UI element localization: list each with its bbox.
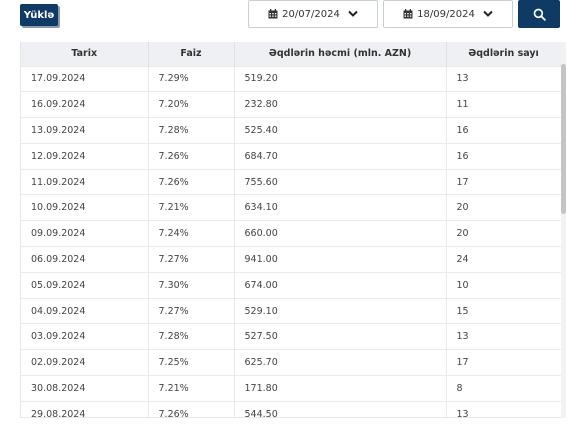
column-header-date: Tarix	[21, 42, 149, 66]
cell-volume: 232.80	[234, 91, 447, 118]
cell-date: 05.09.2024	[21, 271, 149, 299]
download-button[interactable]: Yüklə	[20, 4, 58, 26]
table-row: 29.08.2024 7.26% 544.50 13	[21, 400, 562, 417]
cell-date: 03.09.2024	[21, 323, 149, 350]
calendar-icon	[403, 9, 413, 19]
cell-date: 16.09.2024	[21, 91, 149, 118]
cell-date: 06.09.2024	[21, 246, 149, 273]
cell-count: 11	[446, 91, 562, 118]
cell-count: 16	[446, 142, 562, 170]
cell-rate: 7.26%	[148, 168, 235, 195]
column-header-count: Əqdlərin sayı	[446, 42, 562, 66]
cell-date: 11.09.2024	[21, 168, 149, 195]
date-from-picker[interactable]: 20/07/2024	[248, 0, 378, 28]
date-to-value: 18/09/2024	[417, 8, 475, 20]
column-header-volume: Əqdlərin həcmi (mln. AZN)	[234, 42, 447, 66]
table-row: 02.09.2024 7.25% 625.70 17	[21, 349, 562, 376]
table-row: 10.09.2024 7.21% 634.10 20	[21, 194, 562, 221]
cell-rate: 7.29%	[148, 65, 235, 92]
table-row: 30.08.2024 7.21% 171.80 8	[21, 375, 562, 402]
cell-volume: 171.80	[234, 375, 447, 402]
table-row: 11.09.2024 7.26% 755.60 17	[21, 168, 562, 195]
table-body: 17.09.2024 7.29% 519.20 13 16.09.2024 7.20% 23…	[21, 65, 562, 417]
cell-count: 8	[446, 375, 562, 402]
table-scrollbar[interactable]	[561, 42, 566, 418]
cell-volume: 519.20	[234, 65, 447, 92]
cell-rate: 7.28%	[148, 117, 235, 144]
table-row: 05.09.2024 7.30% 674.00 10	[21, 271, 562, 299]
cell-volume: 634.10	[234, 194, 447, 221]
cell-count: 13	[446, 323, 562, 350]
cell-date: 12.09.2024	[21, 142, 149, 170]
cell-rate: 7.27%	[148, 297, 235, 324]
table-row: 17.09.2024 7.29% 519.20 13	[21, 65, 562, 92]
date-to-picker[interactable]: 18/09/2024	[383, 0, 513, 28]
cell-date: 09.09.2024	[21, 220, 149, 247]
scrollbar-thumb[interactable]	[561, 64, 566, 214]
cell-volume: 755.60	[234, 168, 447, 195]
calendar-icon	[268, 9, 278, 19]
cell-volume: 625.70	[234, 349, 447, 376]
rates-table-container: Tarix Faiz Əqdlərin həcmi (mln. AZN) Əqd…	[20, 42, 565, 418]
cell-volume: 941.00	[234, 246, 447, 273]
cell-date: 02.09.2024	[21, 349, 149, 376]
column-header-rate: Faiz	[148, 42, 235, 66]
cell-rate: 7.25%	[148, 349, 235, 376]
cell-rate: 7.21%	[148, 194, 235, 221]
cell-date: 13.09.2024	[21, 117, 149, 144]
search-icon	[533, 8, 546, 21]
cell-count: 24	[446, 246, 562, 273]
cell-rate: 7.30%	[148, 271, 235, 299]
cell-count: 10	[446, 271, 562, 299]
table-header-row: Tarix Faiz Əqdlərin həcmi (mln. AZN) Əqd…	[21, 42, 562, 66]
cell-date: 30.08.2024	[21, 375, 149, 402]
table-row: 09.09.2024 7.24% 660.00 20	[21, 220, 562, 247]
date-from-value: 20/07/2024	[282, 8, 340, 20]
cell-date: 04.09.2024	[21, 297, 149, 324]
cell-date: 10.09.2024	[21, 194, 149, 221]
cell-count: 15	[446, 297, 562, 324]
cell-volume: 660.00	[234, 220, 447, 247]
cell-rate: 7.24%	[148, 220, 235, 247]
cell-count: 20	[446, 220, 562, 247]
cell-rate: 7.20%	[148, 91, 235, 118]
cell-rate: 7.26%	[148, 400, 235, 417]
cell-rate: 7.27%	[148, 246, 235, 273]
table-row: 13.09.2024 7.28% 525.40 16	[21, 117, 562, 144]
cell-date: 17.09.2024	[21, 65, 149, 92]
cell-volume: 527.50	[234, 323, 447, 350]
cell-count: 17	[446, 168, 562, 195]
cell-date: 29.08.2024	[21, 400, 149, 417]
table-row: 12.09.2024 7.26% 684.70 16	[21, 142, 562, 170]
cell-count: 16	[446, 117, 562, 144]
cell-count: 17	[446, 349, 562, 376]
rates-table: Tarix Faiz Əqdlərin həcmi (mln. AZN) Əqd…	[21, 42, 562, 417]
table-row: 16.09.2024 7.20% 232.80 11	[21, 91, 562, 118]
cell-volume: 544.50	[234, 400, 447, 417]
cell-volume: 529.10	[234, 297, 447, 324]
chevron-down-icon	[348, 10, 358, 17]
cell-volume: 525.40	[234, 117, 447, 144]
cell-rate: 7.26%	[148, 142, 235, 170]
chevron-down-icon	[483, 10, 493, 17]
table-row: 04.09.2024 7.27% 529.10 15	[21, 297, 562, 324]
cell-count: 20	[446, 194, 562, 221]
cell-count: 13	[446, 400, 562, 417]
cell-volume: 684.70	[234, 142, 447, 170]
cell-volume: 674.00	[234, 271, 447, 299]
cell-rate: 7.21%	[148, 375, 235, 402]
cell-rate: 7.28%	[148, 323, 235, 350]
cell-count: 13	[446, 65, 562, 92]
table-row: 03.09.2024 7.28% 527.50 13	[21, 323, 562, 350]
table-row: 06.09.2024 7.27% 941.00 24	[21, 246, 562, 273]
search-button[interactable]	[518, 0, 560, 28]
